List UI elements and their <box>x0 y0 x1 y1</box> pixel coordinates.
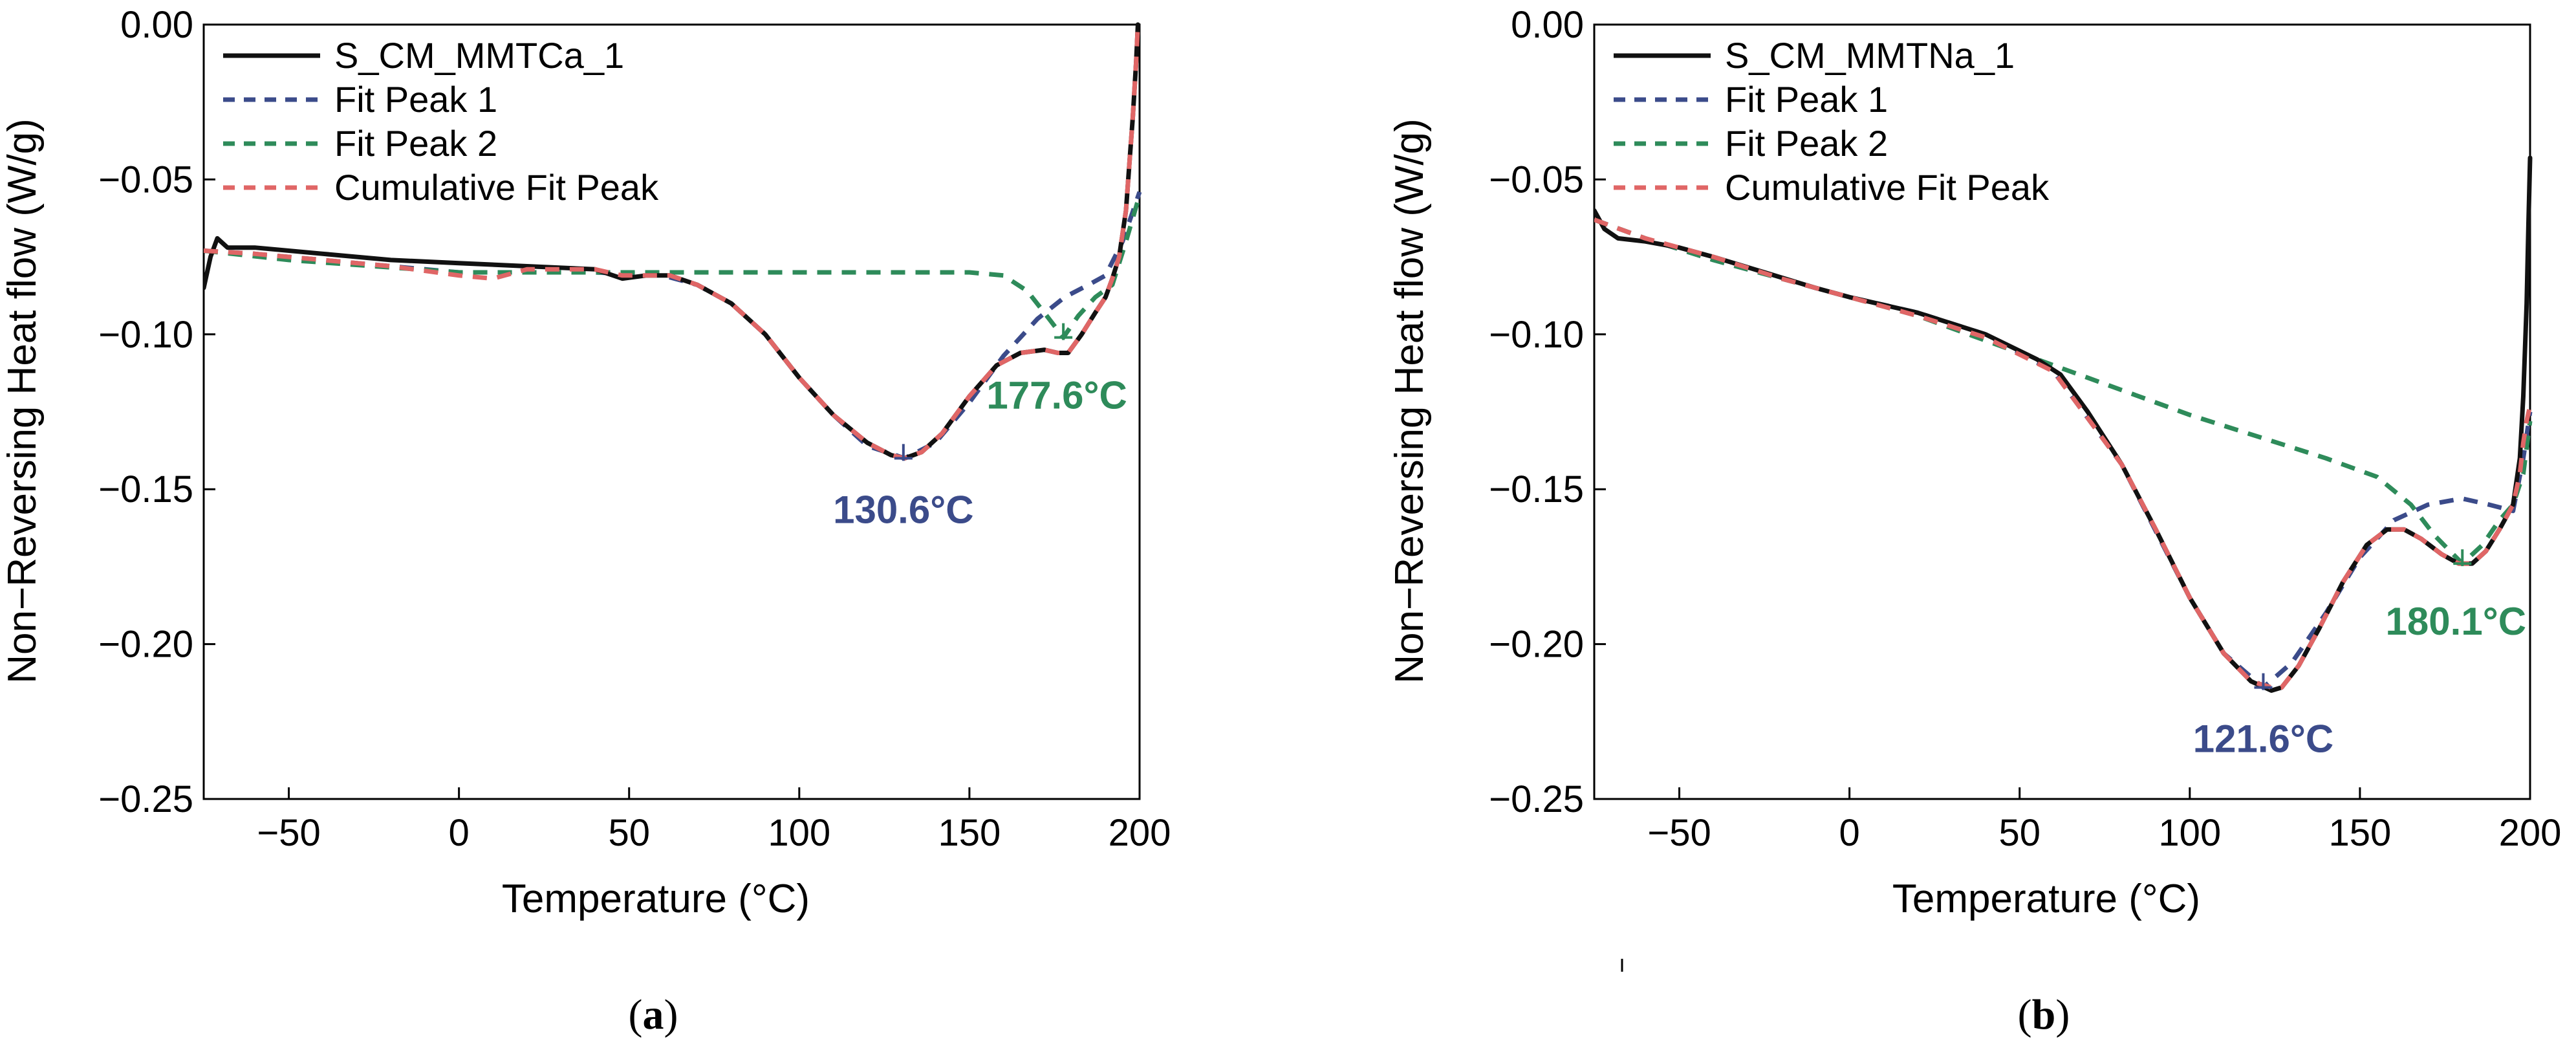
panel-a-y-tick-label: 0.00 <box>120 4 193 46</box>
panel-a-label-letter: a <box>643 991 664 1038</box>
panel-a-y-tick-label: −0.25 <box>98 778 193 820</box>
panel-b-y-tick-label: −0.20 <box>1489 624 1584 666</box>
panel-b-x-tick-label: 150 <box>2329 812 2392 854</box>
panel-b-legend-label-0: S_CM_MMTNa_1 <box>1725 35 2015 76</box>
panel-a-y-tick-label: −0.20 <box>98 624 193 666</box>
panel-a-x-tick-label: 100 <box>768 812 830 854</box>
panel-a-y-tick-label: −0.15 <box>98 468 193 510</box>
panel-b-legend-label-2: Fit Peak 2 <box>1725 123 1888 164</box>
panel-b-y-tick-label: −0.05 <box>1489 159 1584 201</box>
panel-b-label-letter: b <box>2032 991 2056 1038</box>
panel-b-x-axis-title: Temperature (°C) <box>1892 877 2200 921</box>
panel-a-label: (a) <box>629 991 678 1038</box>
panel-b-x-tick-label: 0 <box>1839 812 1860 854</box>
panel-a-x-tick-label: 150 <box>938 812 1001 854</box>
panel-a-peak-label-2: 177.6°C <box>986 374 1127 417</box>
panel-b-y-tick-label: −0.15 <box>1489 468 1584 510</box>
panel-b-x-tick-label: −50 <box>1647 812 1711 854</box>
panel-a-series-1 <box>204 191 1142 461</box>
panel-a-y-axis-title: Non−Reversing Heat flow (W/g) <box>0 118 45 683</box>
panel-b-y-tick-label: 0.00 <box>1511 4 1584 46</box>
panel-b-series-2 <box>1594 217 2533 566</box>
panel-b-chart: −50 0 50 100 150 200 0.00 −0.05 −0.10 −0.15 −0.20 −… <box>1387 4 2561 1038</box>
panel-b-series-3 <box>1594 217 2533 690</box>
panel-a-x-tick-label: 0 <box>449 812 470 854</box>
panel-b-peak-label-1: 121.6°C <box>2193 717 2333 761</box>
panel-a-x-axis-title: Temperature (°C) <box>502 877 810 921</box>
panel-a-x-tick-label: −50 <box>257 812 320 854</box>
panel-b-x-tick-label: 50 <box>1998 812 2040 854</box>
panel-a-legend-label-0: S_CM_MMTCa_1 <box>334 35 624 76</box>
panel-a-peak-label-1: 130.6°C <box>833 488 973 531</box>
panel-b-label: (b) <box>2018 991 2070 1038</box>
panel-b-x-tick-label: 100 <box>2158 812 2221 854</box>
panel-a-y-tick-label: −0.10 <box>98 314 193 356</box>
panel-a-legend-label-1: Fit Peak 1 <box>334 79 497 120</box>
panel-b-peak-label-2: 180.1°C <box>2386 600 2526 643</box>
panel-a-series-2 <box>204 194 1142 340</box>
panel-b-legend-label-3: Cumulative Fit Peak <box>1725 167 2050 208</box>
panel-a-x-tick-label: 200 <box>1109 812 1171 854</box>
panel-a-y-tick-label: −0.05 <box>98 159 193 201</box>
panel-a-x-tick-label: 50 <box>608 812 650 854</box>
panel-a-plot-frame <box>202 23 1141 800</box>
panel-b-x-tick-label: 200 <box>2499 812 2562 854</box>
panel-b-y-tick-label: −0.10 <box>1489 314 1584 356</box>
panel-a-legend-label-3: Cumulative Fit Peak <box>334 167 659 208</box>
panel-b-legend-label-1: Fit Peak 1 <box>1725 79 1888 120</box>
panel-b-y-axis-title: Non−Reversing Heat flow (W/g) <box>1387 118 1432 683</box>
panel-a-chart: −50 0 50 100 150 200 0.00 −0.05 −0.10 −0.15 −0.20 −… <box>0 4 1171 1038</box>
panel-a-legend-label-2: Fit Peak 2 <box>334 123 497 164</box>
panel-b-y-tick-label: −0.25 <box>1489 778 1584 820</box>
